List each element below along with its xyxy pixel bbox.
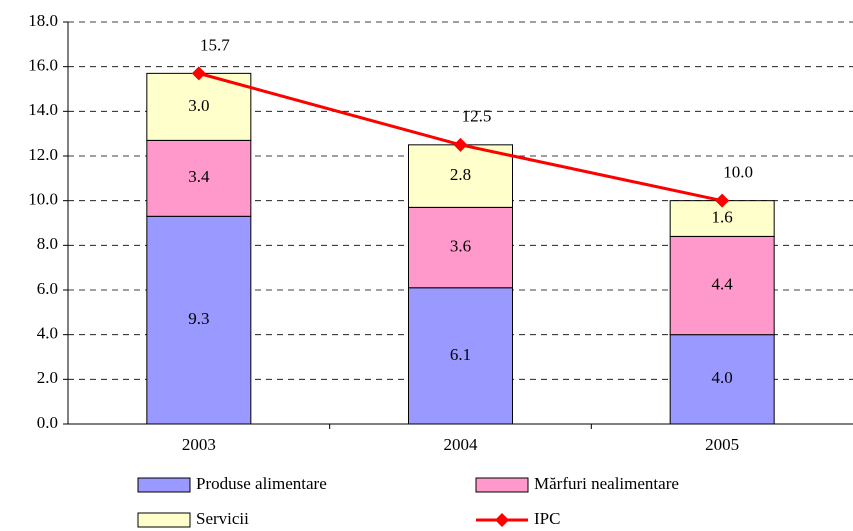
data-label: 4.0: [712, 368, 733, 387]
data-label: 12.5: [462, 107, 492, 126]
legend-label: Servicii: [196, 509, 249, 528]
data-label: 3.6: [450, 236, 471, 255]
legend-label: IPC: [534, 509, 560, 528]
legend-swatch: [137, 512, 191, 528]
bar-segment: [146, 215, 252, 425]
y-tick-label: 0.0: [37, 413, 58, 432]
line-marker: [191, 66, 206, 81]
data-label: 1.6: [712, 207, 733, 226]
data-label: 4.4: [712, 274, 734, 293]
bar-segment: [146, 139, 252, 217]
legend-swatch: [137, 477, 191, 493]
x-tick-label: 2003: [182, 435, 216, 454]
data-label: 6.1: [450, 345, 471, 364]
y-tick-label: 14.0: [28, 100, 58, 119]
data-label: 3.4: [188, 167, 210, 186]
y-tick-label: 12.0: [28, 145, 58, 164]
data-label: 10.0: [723, 163, 753, 182]
data-label: 3.0: [188, 96, 209, 115]
bar-segment: [669, 334, 775, 425]
data-label: 2.8: [450, 165, 471, 184]
data-label: 9.3: [188, 309, 209, 328]
y-tick-label: 8.0: [37, 234, 58, 253]
y-tick-label: 2.0: [37, 368, 58, 387]
legend-marker: [495, 513, 509, 527]
line-marker: [715, 193, 730, 208]
legend-label: Produse alimentare: [196, 474, 327, 493]
line-marker: [453, 137, 468, 152]
y-tick-label: 4.0: [37, 324, 58, 343]
legend-swatch: [475, 477, 529, 493]
bar-segment: [408, 287, 513, 425]
legend-label: Mărfuri nealimentare: [534, 474, 679, 493]
x-tick-label: 2004: [444, 435, 479, 454]
y-tick-label: 10.0: [28, 190, 58, 209]
y-tick-label: 18.0: [28, 11, 58, 30]
data-label: 15.7: [200, 35, 230, 54]
bar-segment: [408, 206, 513, 289]
y-tick-label: 16.0: [28, 56, 58, 75]
bar-segment: [669, 235, 775, 336]
y-tick-label: 6.0: [37, 279, 58, 298]
bar-segment: [408, 144, 513, 208]
x-tick-label: 2005: [705, 435, 739, 454]
